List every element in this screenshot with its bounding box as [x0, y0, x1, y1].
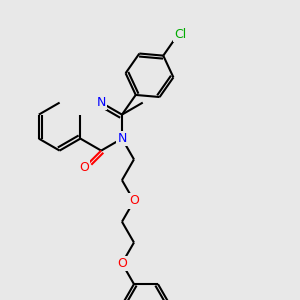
Text: O: O: [129, 194, 139, 208]
Text: O: O: [79, 161, 89, 175]
Text: N: N: [97, 96, 106, 109]
Text: O: O: [117, 257, 127, 270]
Text: N: N: [117, 132, 127, 145]
Text: Cl: Cl: [175, 28, 187, 41]
